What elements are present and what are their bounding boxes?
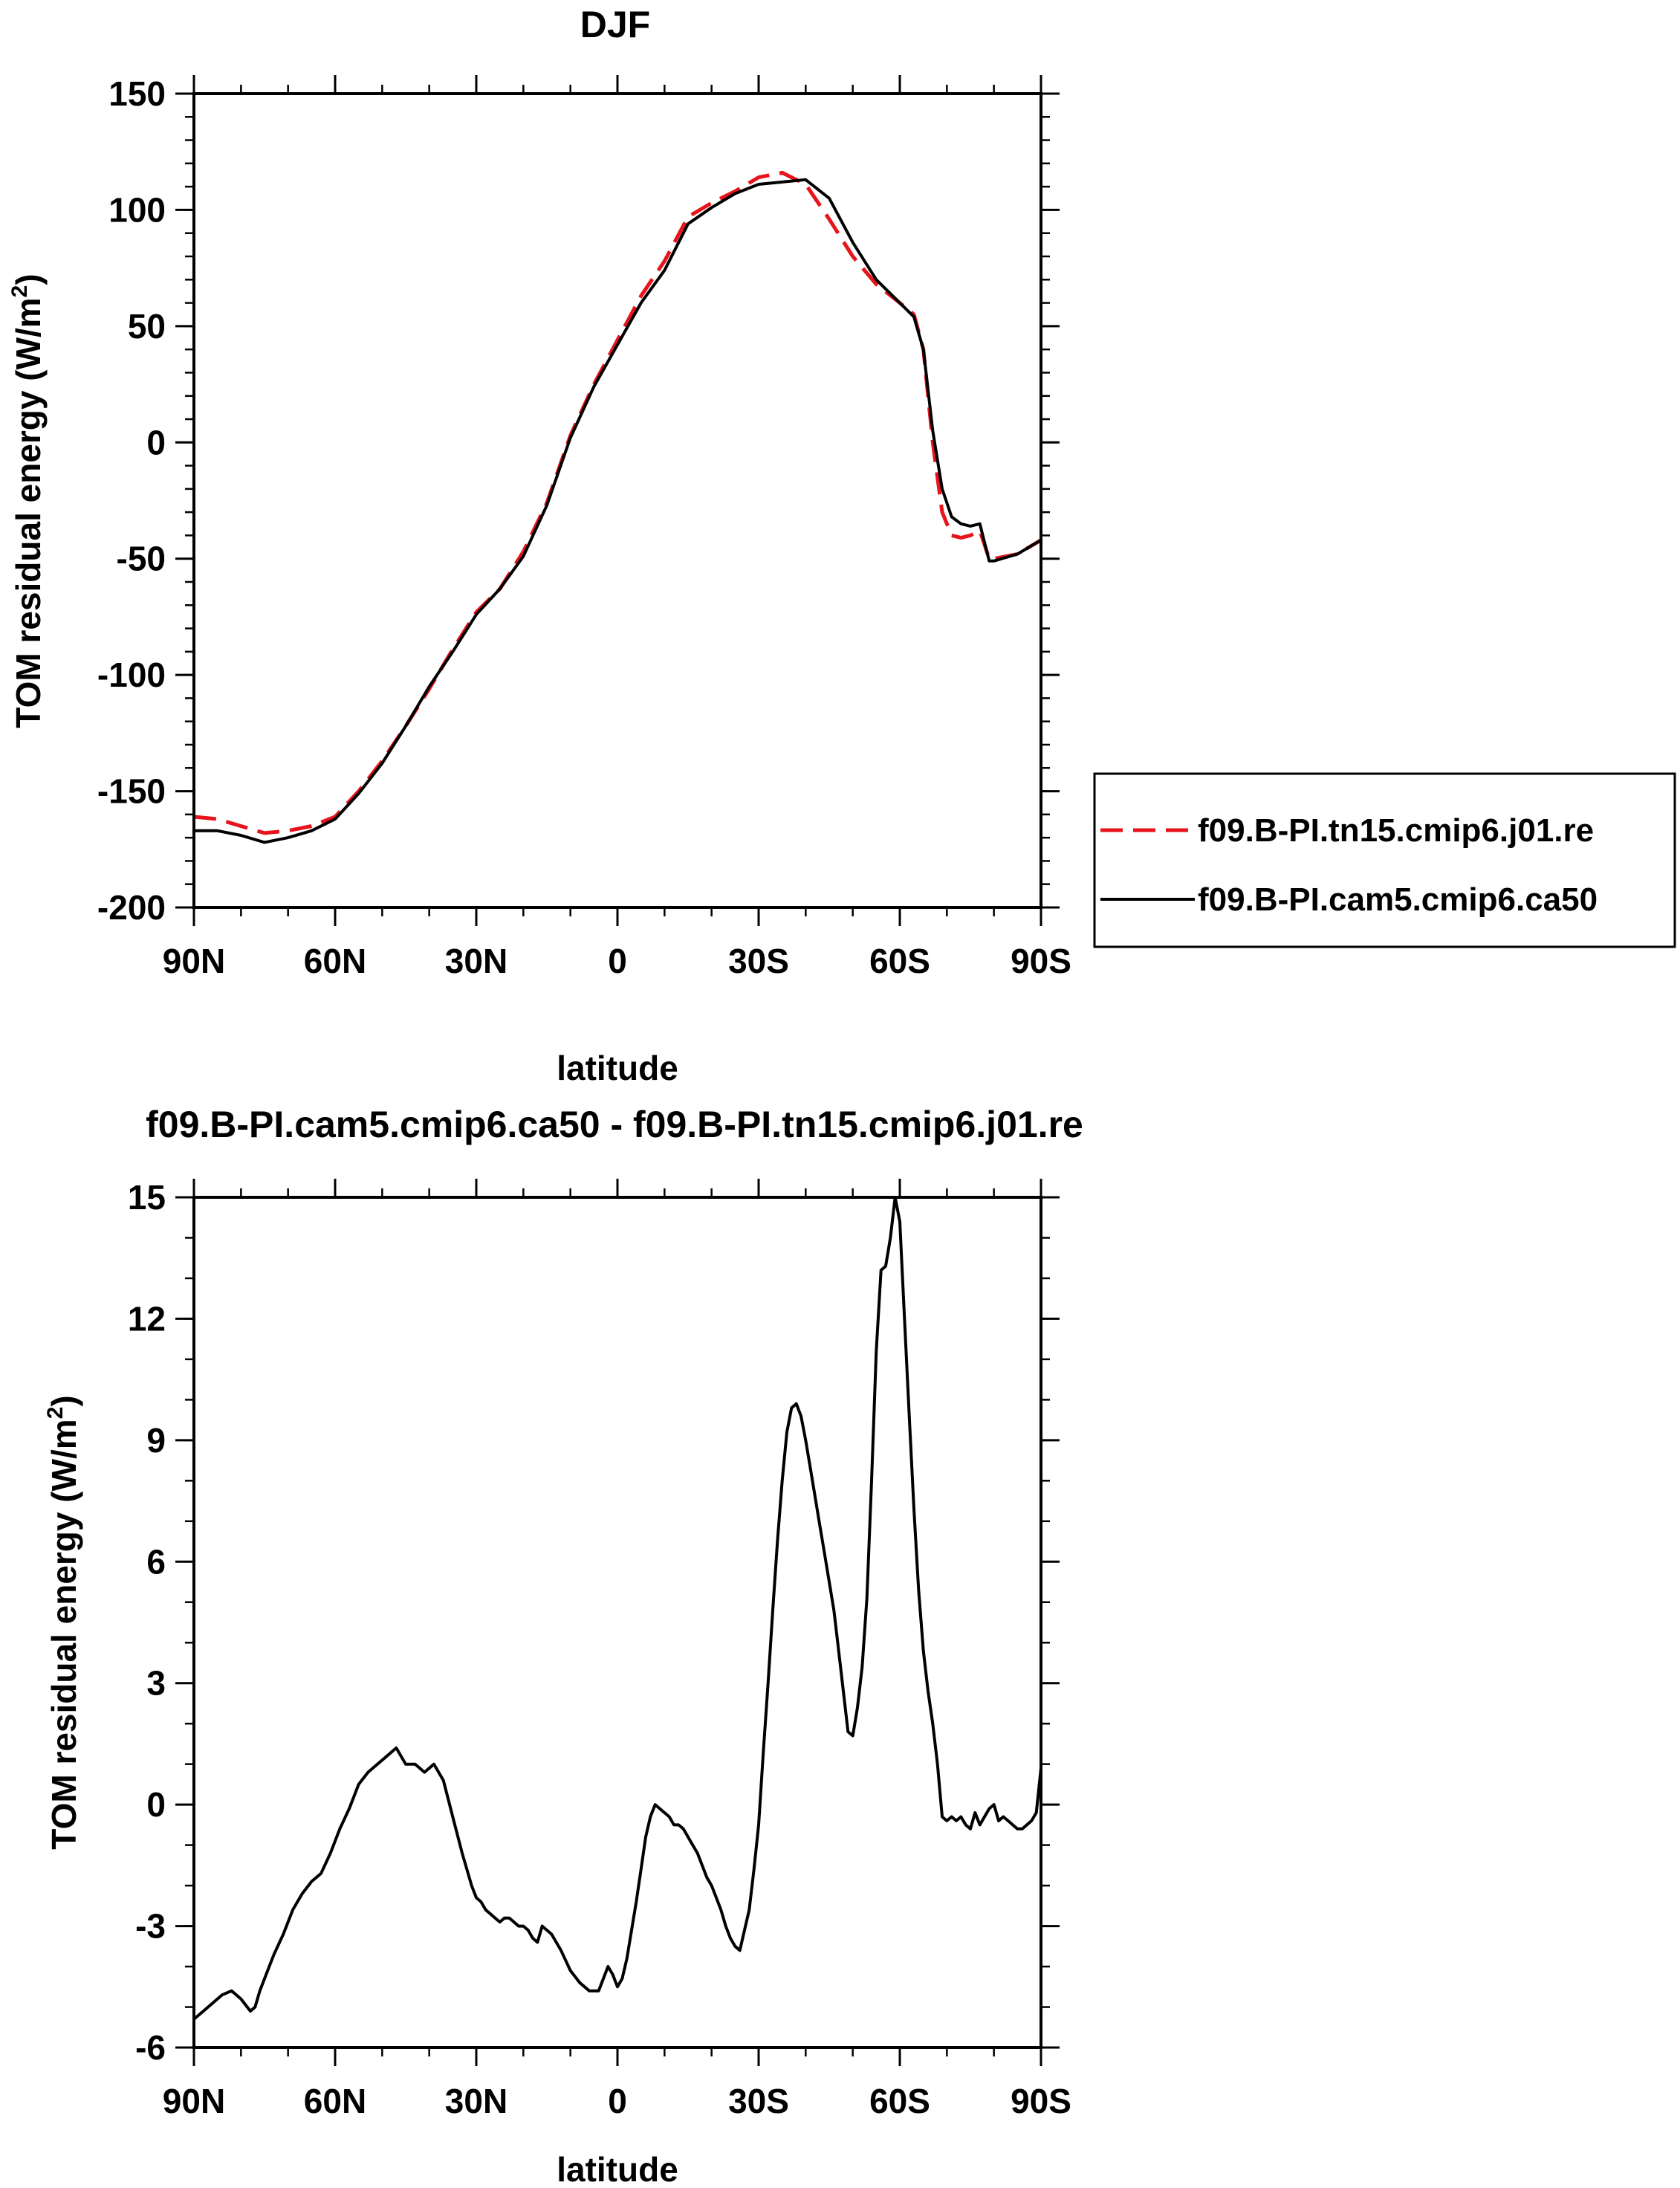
top-ytick-label: 50 <box>128 307 166 346</box>
top-xtick-label: 0 <box>608 942 627 980</box>
bottom-ytick-label: 15 <box>128 1178 166 1217</box>
bottom-ytick-label: 3 <box>146 1664 166 1703</box>
bottom-ytick-label: -6 <box>135 2028 166 2067</box>
bottom-ytick-label: 0 <box>146 1785 166 1824</box>
top-ytick-label: 150 <box>108 74 166 113</box>
top-series-line-0 <box>193 170 1042 835</box>
top-chart-ylabel: TOM residual energy (W/m2) <box>7 274 48 728</box>
bottom-chart-ylabel: TOM residual energy (W/m2) <box>43 1395 83 1849</box>
top-chart-series-group <box>193 170 1042 844</box>
bottom-series-line-0 <box>192 1196 1042 2021</box>
top-ytick-label: -50 <box>117 540 166 578</box>
top-chart-legend: f09.B-PI.tn15.cmip6.j01.re f09.B-PI.cam5… <box>1093 772 1676 948</box>
top-chart-ticks: 90N 60N 30N 0 30S 60S 90S 150 100 50 0 -50 -100 -150 -… <box>97 74 1071 980</box>
top-chart-frame <box>192 92 1042 909</box>
top-chart-xlabel: latitude <box>557 1049 678 1087</box>
bottom-xtick-label: 0 <box>608 2082 627 2120</box>
bottom-ytick-label: 12 <box>128 1299 166 1338</box>
top-chart-panel: DJF 90N 60N 30N 0 30S 60S 90S 150 100 50 0 -50 -100 -… <box>7 4 1676 1087</box>
bottom-xtick-label: 30N <box>445 2082 507 2120</box>
bottom-chart-title: f09.B-PI.cam5.cmip6.ca50 - f09.B-PI.tn15… <box>146 1104 1083 1145</box>
top-ytick-label: -150 <box>97 772 166 811</box>
bottom-ytick-label: 9 <box>146 1421 166 1460</box>
bottom-chart-panel: f09.B-PI.cam5.cmip6.ca50 - f09.B-PI.tn15… <box>43 1104 1083 2188</box>
top-ytick-label: -200 <box>97 888 166 927</box>
top-xtick-label: 60S <box>869 942 930 980</box>
top-ytick-label: 0 <box>146 423 166 462</box>
bottom-xtick-label: 60N <box>304 2082 366 2120</box>
top-xtick-label: 90S <box>1011 942 1071 980</box>
legend-label-tn15: f09.B-PI.tn15.cmip6.j01.re <box>1198 812 1594 849</box>
bottom-xtick-label: 30S <box>728 2082 789 2120</box>
top-xtick-label: 30N <box>445 942 507 980</box>
legend-box <box>1093 772 1676 948</box>
top-xtick-label: 30S <box>728 942 789 980</box>
legend-label-cam5: f09.B-PI.cam5.cmip6.ca50 <box>1198 881 1598 918</box>
bottom-xtick-label: 60S <box>869 2082 930 2120</box>
top-series-line-1 <box>194 178 1042 844</box>
top-ytick-label: -100 <box>97 656 166 694</box>
top-xtick-label: 90N <box>163 942 225 980</box>
bottom-chart-frame <box>192 1196 1042 2049</box>
bottom-chart-series-group <box>192 1196 1042 2021</box>
bottom-chart-xlabel: latitude <box>557 2150 678 2188</box>
top-chart-title: DJF <box>580 4 650 45</box>
bottom-chart-ticks: 90N 60N 30N 0 30S 60S 90S 15 12 9 6 3 0 -3 -6 <box>128 1178 1071 2120</box>
top-xtick-label: 60N <box>304 942 366 980</box>
bottom-xtick-label: 90S <box>1011 2082 1071 2120</box>
top-ytick-label: 100 <box>108 190 166 229</box>
bottom-ytick-label: -3 <box>135 1907 166 1946</box>
bottom-xtick-label: 90N <box>163 2082 225 2120</box>
bottom-ytick-label: 6 <box>146 1542 166 1581</box>
